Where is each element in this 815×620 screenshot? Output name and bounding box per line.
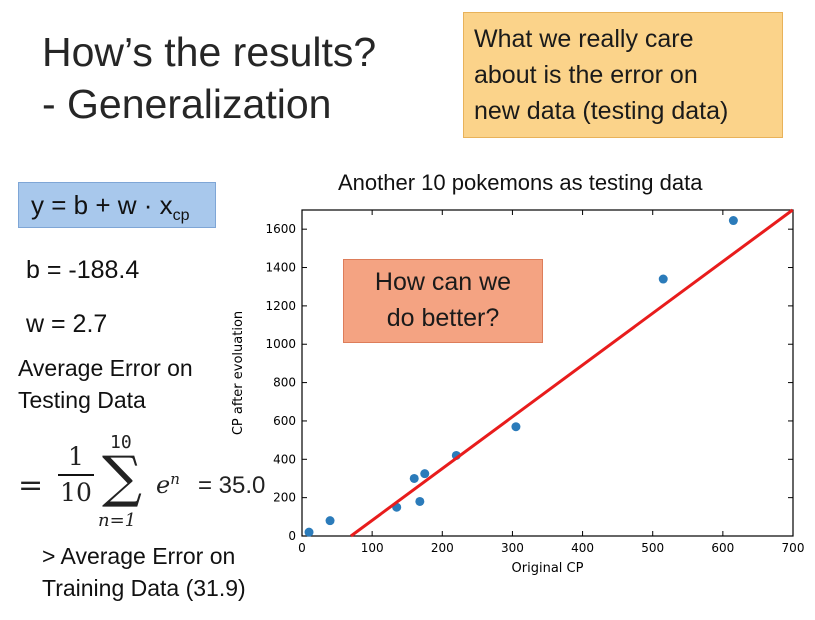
x-tick-label: 300 [501, 541, 524, 555]
cmp-line-2: Training Data (31.9) [42, 575, 246, 601]
y-axis-label: CP after evoluation [231, 311, 246, 435]
model-formula: y = b + w · xcp [18, 182, 216, 228]
x-tick-label: 700 [782, 541, 805, 555]
y-tick-label: 0 [288, 529, 296, 543]
param-b: b = -188.4 [26, 256, 140, 284]
data-point [325, 516, 335, 526]
avg-error-line-1: Average Error on [18, 355, 193, 381]
y-tick-label: 1400 [265, 261, 296, 275]
x-tick-label: 600 [711, 541, 734, 555]
x-tick-label: 500 [641, 541, 664, 555]
callout-box: How can we do better? [343, 259, 543, 343]
y-tick-label: 200 [273, 491, 296, 505]
formula-subscript: cp [172, 207, 190, 225]
scatter-plot: 0 100 200 300 400 500 600 700 0 200 400 600 800 1000 1… [231, 208, 805, 576]
fraction-bar [58, 474, 94, 476]
callout-line-1: How can we [374, 268, 512, 296]
formula-main: y = b + w · x [31, 190, 173, 220]
title-line-1: How’s the results? [42, 29, 377, 75]
x-tick-label: 400 [571, 541, 594, 555]
training-comparison: > Average Error on Training Data (31.9) [42, 540, 246, 604]
chart-title: Another 10 pokemons as testing data [338, 170, 703, 195]
cmp-line-1: > Average Error on [42, 543, 236, 569]
data-point [304, 527, 314, 537]
data-point [658, 274, 668, 284]
error-sum-formula: = 1 10 10 ∑ n=1 en = 35.0 [18, 432, 268, 532]
sum-equals: = [18, 468, 44, 503]
data-point [420, 469, 430, 479]
sum-value: = 35.0 [198, 472, 266, 499]
sum-term: en [156, 470, 180, 499]
note-box: What we really care about is the error o… [463, 12, 783, 138]
y-tick-label: 1200 [265, 299, 296, 313]
callout-line-2: do better? [386, 304, 500, 332]
sum-term-sup: n [170, 470, 180, 488]
x-tick-label: 100 [361, 541, 384, 555]
data-point [728, 216, 738, 226]
note-line-1: What we really care [474, 25, 694, 53]
y-tick-label: 1600 [265, 222, 296, 236]
avg-error-label: Average Error on Testing Data [18, 352, 193, 416]
fraction-numerator: 1 [68, 442, 84, 471]
y-tick-label: 400 [273, 452, 296, 466]
sum-term-base: e [156, 471, 171, 499]
x-tick-label: 200 [431, 541, 454, 555]
y-tick-label: 800 [273, 376, 296, 390]
y-tick-label: 600 [273, 414, 296, 428]
regression-line [350, 208, 794, 538]
data-point [409, 473, 419, 483]
avg-error-line-2: Testing Data [18, 387, 146, 413]
slide-title: How’s the results? - Generalization [42, 26, 376, 130]
plot-frame [301, 209, 794, 537]
data-point [511, 422, 521, 432]
title-line-2: - Generalization [42, 81, 332, 127]
param-w: w = 2.7 [26, 310, 108, 338]
fraction-denominator: 10 [60, 478, 92, 507]
y-tick-label: 1000 [265, 337, 296, 351]
sum-lower-limit: n=1 [98, 510, 137, 531]
x-tick-label: 0 [298, 541, 306, 555]
note-line-2: about is the error on [474, 61, 698, 89]
sum-fraction: 1 10 [58, 442, 94, 508]
x-axis-label: Original CP [512, 561, 584, 576]
note-line-3: new data (testing data) [474, 97, 729, 125]
data-point [415, 496, 425, 506]
sum-upper-limit: 10 [110, 432, 132, 453]
sigma-symbol: ∑ [102, 445, 142, 510]
